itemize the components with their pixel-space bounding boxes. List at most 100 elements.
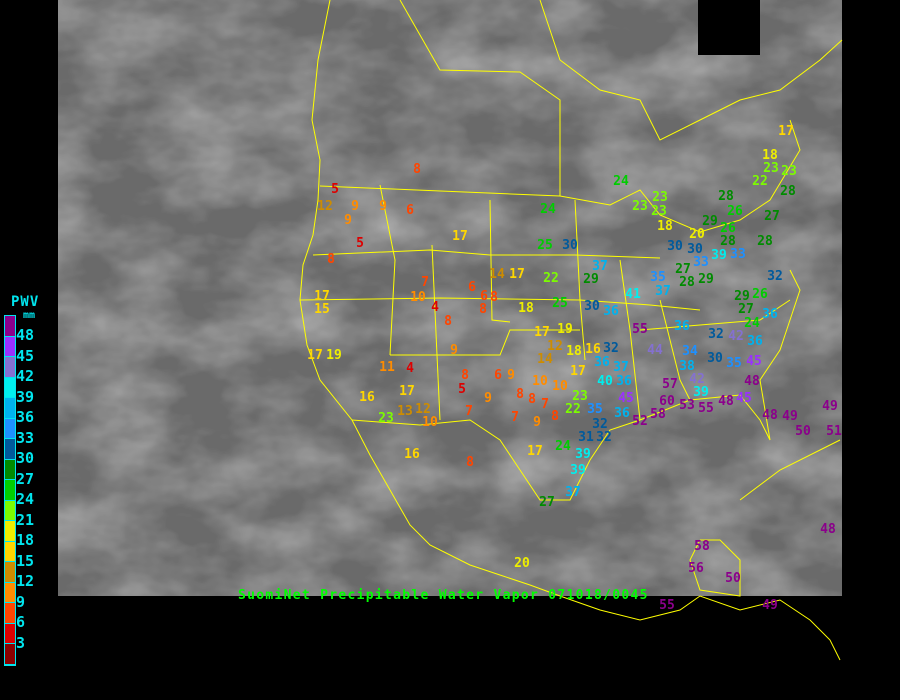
pwv-station-value: 12 — [415, 402, 431, 417]
pwv-station-value: 41 — [625, 287, 641, 302]
pwv-station-value: 10 — [552, 379, 568, 394]
legend-label: 24 — [16, 490, 35, 508]
pwv-station-value: 8 — [551, 409, 559, 424]
legend-band — [5, 316, 15, 337]
legend-band — [5, 459, 15, 480]
pwv-station-value: 32 — [592, 417, 608, 432]
pwv-station-value: 23 — [781, 164, 797, 179]
pwv-station-value: 50 — [795, 424, 811, 439]
legend-band — [5, 582, 15, 603]
pwv-station-value: 36 — [762, 307, 778, 322]
legend-label: 45 — [16, 346, 35, 365]
pwv-station-value: 39 — [693, 385, 709, 400]
pwv-station-value: 17 — [527, 444, 543, 459]
pwv-station-value: 17 — [509, 267, 525, 282]
state-line — [390, 329, 580, 356]
pwv-station-value: 17 — [778, 124, 794, 139]
pwv-station-value: 7 — [421, 275, 429, 290]
pwv-station-value: 11 — [379, 360, 395, 375]
legend-band — [5, 644, 15, 665]
pwv-station-value: 36 — [616, 374, 632, 389]
pwv-station-value: 33 — [730, 247, 746, 262]
pwv-station-value: 19 — [326, 348, 342, 363]
pwv-station-value: 23 — [378, 411, 394, 426]
political-boundaries — [299, 0, 843, 661]
pwv-station-value: 23 — [763, 161, 779, 176]
pwv-station-value: 14 — [489, 267, 505, 282]
pwv-station-value: 6 — [480, 289, 488, 304]
pwv-station-value: 49 — [782, 409, 798, 424]
pwv-station-value: 36 — [614, 406, 630, 421]
pwv-station-value: 60 — [659, 394, 675, 409]
pwv-station-value: 29 — [734, 289, 750, 304]
pwv-station-value: 27 — [539, 495, 555, 510]
pwv-station-value: 37 — [565, 485, 581, 500]
no-data-region — [698, 0, 760, 55]
pwv-station-value: 23 — [651, 204, 667, 219]
pwv-station-value: 48 — [718, 394, 734, 409]
pwv-station-value: 8 — [516, 387, 524, 402]
pwv-station-value: 5 — [356, 236, 364, 251]
province-line — [399, 0, 561, 196]
pwv-station-value: 44 — [647, 343, 663, 358]
legend-label: 39 — [16, 387, 35, 406]
legend-band — [5, 500, 15, 521]
pwv-station-value: 30 — [562, 238, 578, 253]
pwv-station-value: 26 — [727, 204, 743, 219]
pwv-station-value: 20 — [514, 556, 530, 571]
pwv-station-value: 6 — [494, 368, 502, 383]
state-line — [639, 299, 791, 331]
legend-label: 12 — [16, 572, 35, 590]
pwv-station-value: 23 — [652, 190, 668, 205]
us-canada-border — [319, 119, 801, 233]
legend-band — [5, 418, 15, 439]
pwv-station-value: 5 — [458, 382, 466, 397]
pwv-station-value: 9 — [507, 368, 515, 383]
pwv-station-value: 16 — [585, 342, 601, 357]
legend-band — [5, 623, 15, 644]
pwv-station-value: 55 — [659, 598, 675, 613]
legend-band — [5, 398, 15, 419]
pwv-station-value: 49 — [822, 399, 838, 414]
pwv-station-value: 30 — [687, 242, 703, 257]
pwv-station-value: 18 — [762, 148, 778, 163]
central-america-coast — [559, 595, 841, 661]
pwv-station-value: 17 — [452, 229, 468, 244]
pwv-station-value: 4 — [406, 361, 414, 376]
cuba-coast — [739, 439, 841, 501]
legend-title: PWV — [11, 294, 40, 310]
pwv-station-value: 18 — [657, 219, 673, 234]
pwv-station-value: 9 — [450, 343, 458, 358]
pwv-station-value: 58 — [650, 407, 666, 422]
pwv-station-value: 30 — [667, 239, 683, 254]
pwv-station-value: 17 — [307, 348, 323, 363]
pwv-station-value: 29 — [702, 214, 718, 229]
pwv-station-value: 8 — [528, 392, 536, 407]
pwv-station-value: 36 — [594, 355, 610, 370]
legend-label: 48 — [16, 326, 35, 344]
pwv-station-value: 52 — [632, 414, 648, 429]
pwv-station-value: 32 — [708, 327, 724, 342]
pwv-station-value: 58 — [694, 539, 710, 554]
pwv-station-value: 55 — [698, 401, 714, 416]
legend-band — [5, 480, 15, 501]
legend-band — [5, 377, 15, 398]
legend-label: 18 — [16, 531, 35, 549]
pwv-station-value: 38 — [679, 359, 695, 374]
pwv-station-value: 53 — [679, 398, 695, 413]
pwv-station-value: 29 — [698, 272, 714, 287]
pwv-station-value: 40 — [597, 374, 613, 389]
pwv-station-value: 37 — [592, 259, 608, 274]
pwv-station-value: 36 — [674, 319, 690, 334]
legend-label: 27 — [16, 469, 35, 488]
pwv-station-value: 28 — [679, 275, 695, 290]
yucatan-coast — [689, 539, 741, 597]
pwv-station-value: 35 — [587, 402, 603, 417]
pwv-station-value: 50 — [725, 571, 741, 586]
pwv-station-value: 18 — [518, 301, 534, 316]
pwv-station-value: 5 — [331, 182, 339, 197]
pwv-station-value: 26 — [720, 221, 736, 236]
pwv-station-value: 6 — [406, 203, 414, 218]
